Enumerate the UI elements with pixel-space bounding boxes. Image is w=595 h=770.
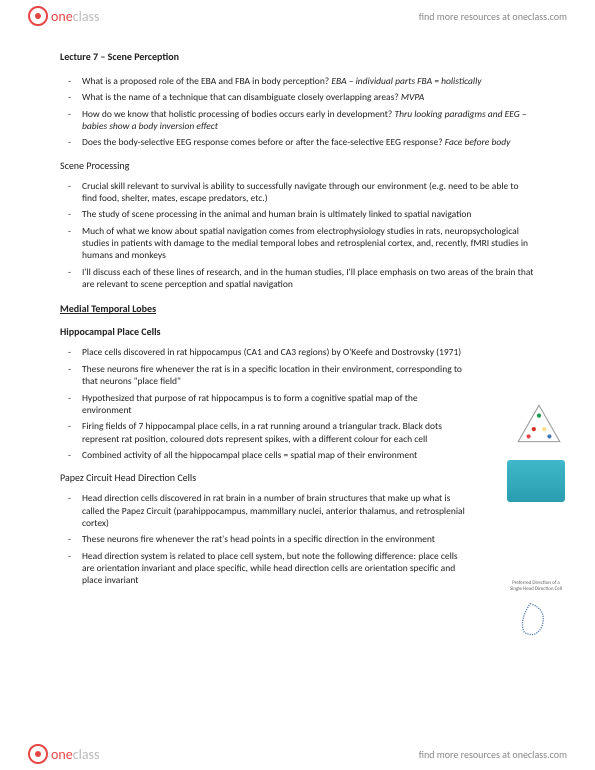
papez-list: Head direction cells discovered in rat b… bbox=[60, 492, 535, 586]
list-item: What is the name of a technique that can… bbox=[82, 91, 535, 103]
list-item: How do we know that holistic processing … bbox=[82, 108, 535, 133]
logo: oneclass bbox=[28, 6, 100, 26]
head-direction-figure bbox=[507, 592, 565, 650]
scene-processing-title: Scene Processing bbox=[60, 159, 535, 172]
list-item: Crucial skill relevant to survival is ab… bbox=[82, 180, 535, 205]
header-resources: find more resources at oneclass.com bbox=[419, 10, 567, 23]
logo-text: oneclass bbox=[51, 746, 100, 763]
list-item: Hypothesized that purpose of rat hippoca… bbox=[82, 392, 465, 417]
lecture-title: Lecture 7 – Scene Perception bbox=[60, 50, 535, 63]
header: oneclass find more resources at oneclass… bbox=[0, 0, 595, 32]
mtl-title: Medial Temporal Lobes bbox=[60, 302, 535, 315]
hpc-list: Place cells discovered in rat hippocampu… bbox=[60, 346, 535, 461]
place-cell-figure bbox=[513, 400, 565, 452]
logo-icon bbox=[28, 744, 48, 764]
list-item: Does the body-selective EEG response com… bbox=[82, 136, 535, 148]
intro-list: What is a proposed role of the EBA and F… bbox=[60, 75, 535, 149]
papez-title: Papez Circuit Head Direction Cells bbox=[60, 471, 535, 484]
list-item: Head direction system is related to plac… bbox=[82, 550, 465, 587]
footer-resources: find more resources at oneclass.com bbox=[419, 748, 567, 761]
list-item: These neurons fire whenever the rat is i… bbox=[82, 363, 465, 388]
list-item: These neurons fire whenever the rat's he… bbox=[82, 533, 465, 545]
footer: oneclass find more resources at oneclass… bbox=[0, 738, 595, 770]
head-direction-caption: Preferred Direction of a Single Head Dir… bbox=[507, 580, 565, 592]
list-item: Combined activity of all the hippocampal… bbox=[82, 449, 465, 461]
list-item: Place cells discovered in rat hippocampu… bbox=[82, 346, 465, 358]
list-item: The study of scene processing in the ani… bbox=[82, 208, 535, 220]
list-item: What is a proposed role of the EBA and F… bbox=[82, 75, 535, 87]
logo-icon bbox=[28, 6, 48, 26]
list-item: Firing fields of 7 hippocampal place cel… bbox=[82, 420, 465, 445]
list-item: Much of what we know about spatial navig… bbox=[82, 225, 535, 262]
hippocampus-figure bbox=[507, 460, 565, 502]
scene-processing-list: Crucial skill relevant to survival is ab… bbox=[60, 180, 535, 291]
list-item: Head direction cells discovered in rat b… bbox=[82, 492, 465, 529]
logo-text: oneclass bbox=[51, 8, 100, 25]
list-item: I'll discuss each of these lines of rese… bbox=[82, 266, 535, 291]
hpc-title: Hippocampal Place Cells bbox=[60, 325, 535, 338]
content: Lecture 7 – Scene Perception What is a p… bbox=[0, 32, 595, 609]
footer-logo: oneclass bbox=[28, 744, 100, 764]
